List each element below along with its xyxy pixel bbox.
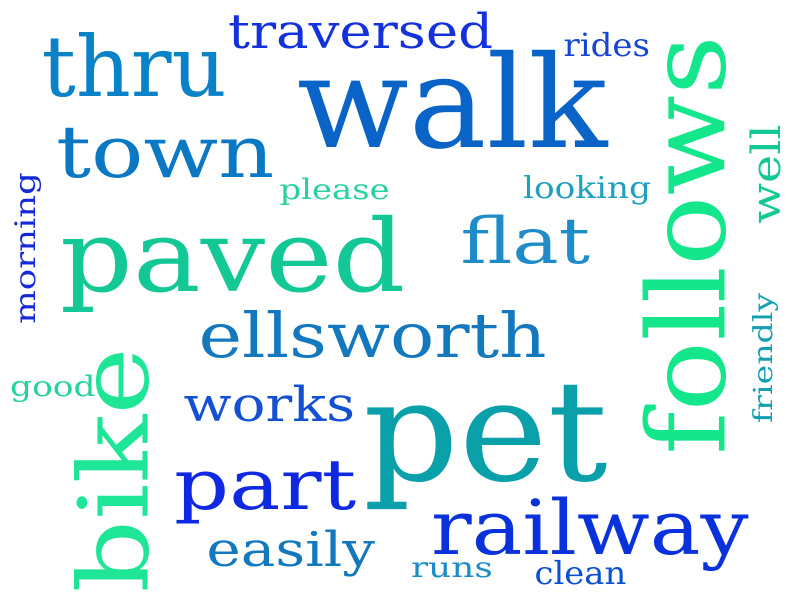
word-clean: clean xyxy=(534,554,626,592)
word-railway: railway xyxy=(430,483,749,572)
word-friendly: friendly xyxy=(749,292,780,424)
word-traversed: traversed xyxy=(227,4,493,60)
word-pet: pet xyxy=(362,351,608,514)
word-morning: morning xyxy=(8,172,42,324)
word-follows: follows xyxy=(624,35,750,455)
word-town: town xyxy=(55,110,275,194)
word-paved: paved xyxy=(59,198,405,315)
word-good: good xyxy=(10,370,96,403)
word-rides: rides xyxy=(562,26,650,64)
word-looking: looking xyxy=(522,171,652,206)
word-ellsworth: ellsworth xyxy=(197,299,547,372)
word-thru: thru xyxy=(41,18,227,116)
word-easily: easily xyxy=(205,522,375,578)
word-walk: walk xyxy=(296,29,608,178)
word-flat: flat xyxy=(460,205,590,279)
word-runs: runs xyxy=(411,551,493,584)
word-well: well xyxy=(743,124,790,224)
word-please: please xyxy=(278,173,390,206)
word-part: part xyxy=(173,444,357,526)
word-works: works xyxy=(183,377,355,433)
